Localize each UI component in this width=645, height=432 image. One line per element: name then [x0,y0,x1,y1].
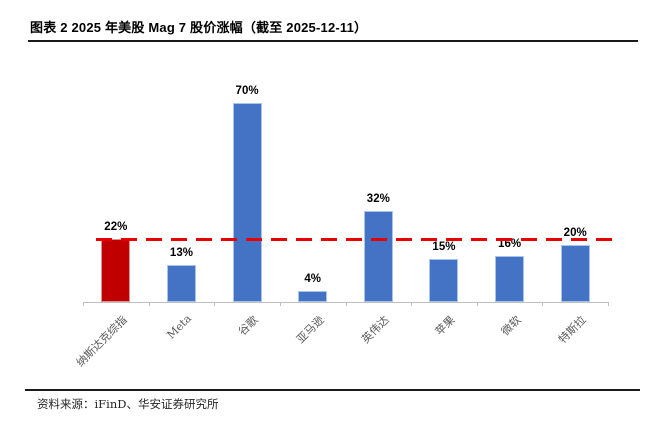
x-axis-label: 微软 [498,313,524,339]
bar-value-label: 22% [104,221,128,234]
bar-value-label: 70% [235,84,259,97]
x-axis-label: Meta [164,312,194,342]
bar-value-label: 13% [169,247,193,259]
x-axis-label: 苹果 [432,313,458,339]
x-axis-tick [83,302,84,306]
bar-stock-1 [166,265,196,302]
x-axis-tick [148,302,150,306]
bar-value-label: 32% [366,192,390,205]
bar-stock-3 [298,290,328,302]
bar-value-label: 16% [498,238,522,251]
footer-divider [25,389,640,391]
bar-chart-plot-area: 22% 纳斯达克综指 13% Meta 70% 谷歌 4% 亚马逊 32% 英伟达 15% 苹果 16%… [74,60,612,369]
x-axis-label: 谷歌 [235,313,261,339]
x-axis-label: 纳斯达克综指 [73,313,130,370]
x-axis-label: 英伟达 [359,313,392,346]
x-axis-label: 特斯拉 [556,313,589,346]
figure-title: 图表 2 2025 年美股 Mag 7 股价涨幅（截至 2025-12-11） [30,20,368,35]
x-axis-tick [608,302,609,306]
x-axis-tick [411,302,413,306]
bar-stock-2 [232,102,262,302]
x-axis-tick [214,302,216,306]
bar-value-label: 4% [304,272,321,285]
source-note: 资料来源：iFinD、华安证券研究所 [37,397,219,411]
bar-stock-7 [560,245,590,302]
title-divider [28,40,638,42]
x-axis-tick [476,302,478,306]
bar-value-label: 15% [432,241,456,254]
x-axis-tick [279,302,281,306]
bar-stock-6 [495,256,525,302]
bar-stock-4 [363,210,393,302]
bar-stock-5 [429,259,459,302]
bar-value-label: 20% [563,227,587,240]
x-axis-tick [345,302,347,306]
bar-index-0 [101,239,131,302]
x-axis-label: 亚马逊 [293,313,327,346]
reference-dashed-line [96,237,612,241]
x-axis-tick [542,302,544,306]
